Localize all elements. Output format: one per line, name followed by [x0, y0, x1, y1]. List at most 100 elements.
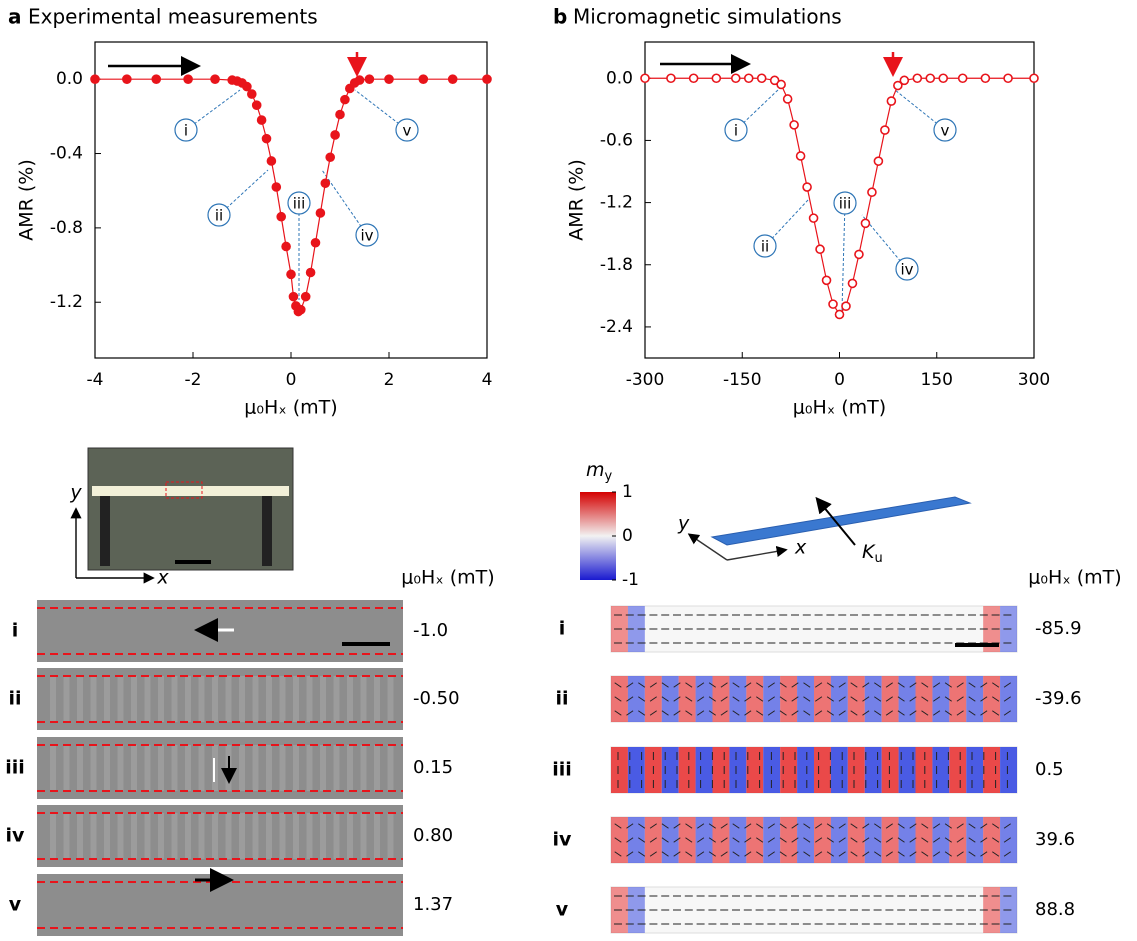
spin-arrow [956, 823, 964, 829]
domain-stripe [117, 676, 124, 722]
spin-arrow [826, 710, 834, 716]
spin-arrow [626, 710, 634, 716]
spin-arrow [874, 710, 882, 716]
x-tick-label: 0 [834, 370, 845, 390]
domain-cell [712, 747, 730, 793]
spin-arrow [791, 682, 799, 688]
spin-arrow [815, 851, 823, 857]
spin-arrow [767, 823, 775, 829]
domain-cell [949, 676, 967, 722]
spin-arrow [756, 823, 764, 829]
domain-stripe [320, 745, 326, 791]
data-point [730, 73, 741, 84]
spin-arrow [626, 696, 634, 702]
domain-cell [678, 817, 696, 863]
spin-arrow [826, 837, 834, 843]
spin-arrow [885, 710, 893, 716]
data-point [122, 74, 132, 84]
spin-arrow [933, 696, 941, 702]
data-point [782, 94, 793, 104]
spin-arrow [779, 696, 787, 702]
spin-arrow [980, 682, 988, 688]
domain-stripe [306, 813, 313, 859]
domain-stripe [198, 676, 205, 722]
spin-arrow [791, 696, 799, 702]
domain-cell [830, 747, 848, 793]
domain-cell [627, 606, 645, 652]
annotation-label: v [403, 122, 412, 140]
domain-cell [966, 676, 984, 722]
spin-arrow [838, 837, 846, 843]
domain-cell [932, 817, 950, 863]
annotation-circle [395, 118, 419, 142]
spin-arrow [992, 696, 1000, 702]
domain-cell [729, 676, 747, 722]
domain-stripe [320, 813, 326, 859]
spin-arrow [944, 837, 952, 843]
spin-arrow [885, 823, 893, 829]
spin-arrow [1003, 710, 1011, 716]
spin-arrow [1003, 696, 1011, 702]
domain-cell [661, 676, 679, 722]
spin-arrow [897, 682, 905, 688]
domain-stripe [198, 745, 205, 791]
spin-arrow [767, 682, 775, 688]
spin-arrow [909, 823, 917, 829]
data-point [640, 73, 650, 84]
anisotropy-symbol: K [862, 541, 876, 563]
spin-arrow [862, 837, 870, 843]
spin-arrow [944, 851, 952, 857]
spin-arrow [850, 851, 858, 857]
spin-arrow [791, 823, 799, 829]
spin-arrow [744, 823, 752, 829]
spin-arrow [885, 837, 893, 843]
axis-arrow [687, 533, 728, 561]
electrode [262, 496, 272, 566]
domain-cell [611, 817, 628, 863]
spin-arrow [980, 696, 988, 702]
domain-cell [729, 747, 747, 793]
annotation-label: iii [293, 195, 306, 213]
domain-stripe [144, 813, 151, 859]
row-label: i [559, 618, 566, 640]
spin-arrow [933, 837, 941, 843]
panel-letter: b [553, 5, 567, 29]
data-point [447, 74, 458, 84]
spin-arrow [968, 851, 976, 857]
spin-arrow [850, 682, 858, 688]
spin-arrow [732, 823, 740, 829]
spin-arrow [779, 837, 787, 843]
microscope-image [87, 447, 294, 571]
spin-arrow [708, 851, 716, 857]
data-point [251, 100, 262, 110]
spin-arrow [779, 682, 787, 688]
domain-cell [695, 676, 713, 722]
spin-arrow [968, 696, 976, 702]
field-header: μ₀Hₓ (mT) [401, 567, 494, 589]
spin-arrow [992, 837, 1000, 843]
spin-arrow [1003, 837, 1011, 843]
y-tick-label: -2.4 [600, 317, 633, 337]
spin-arrow [897, 823, 905, 829]
y-tick-label: -1.2 [600, 193, 633, 213]
colorbar-tick-label: 1 [622, 482, 633, 502]
spin-arrow [992, 823, 1000, 829]
spin-arrow [649, 696, 657, 702]
annotation-leader [841, 202, 846, 311]
spin-arrow [638, 696, 646, 702]
data-point [834, 309, 845, 320]
domain-cell [830, 676, 848, 722]
data-point [795, 151, 806, 161]
x-tick-label: 300 [1018, 370, 1050, 390]
y-tick-label: 0.0 [606, 68, 633, 88]
domain-cell [898, 676, 916, 722]
domain-cell [814, 817, 831, 863]
annotation-circle [895, 257, 919, 281]
domain-cell [949, 817, 967, 863]
domain-cell [966, 817, 984, 863]
x-tick-label: 150 [921, 370, 953, 390]
spin-arrow [756, 837, 764, 843]
spin-arrow [767, 837, 775, 843]
data-point [867, 187, 877, 198]
spin-arrow [638, 851, 646, 857]
